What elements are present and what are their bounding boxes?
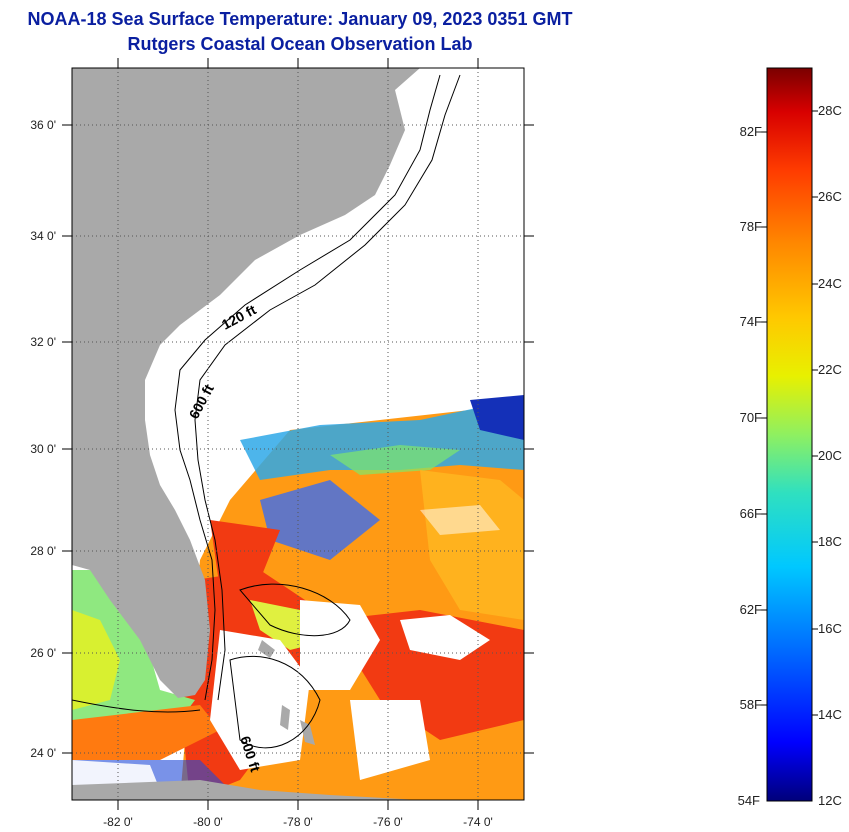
colorbar-gradient (766, 67, 813, 802)
colorbar-c-16: 16C (818, 621, 842, 636)
land-bahamas-2 (280, 705, 290, 730)
land-cuba (72, 780, 420, 800)
colorbar-c-14: 14C (818, 707, 842, 722)
colorbar-f-82: 82F (740, 124, 762, 139)
land-us-coast (72, 68, 420, 698)
map-title: NOAA-18 Sea Surface Temperature: January… (27, 9, 573, 29)
lat-label-24: 24 0' (30, 746, 56, 760)
map-subtitle: Rutgers Coastal Ocean Observation Lab (127, 34, 473, 54)
lon-label-80: -80 0' (193, 815, 223, 829)
lon-label-76: -76 0' (373, 815, 403, 829)
colorbar-c-22: 22C (818, 362, 842, 377)
sst-field (72, 395, 524, 800)
lon-label-82: -82 0' (103, 815, 133, 829)
land-bahamas-1 (258, 640, 275, 658)
colorbar-f-74: 74F (740, 314, 762, 329)
lat-label-26: 26 0' (30, 646, 56, 660)
colorbar-c-24: 24C (818, 276, 842, 291)
graticule (72, 68, 524, 800)
lat-label-28: 28 0' (30, 544, 56, 558)
lat-label-30: 30 0' (30, 442, 56, 456)
colorbar-f-78: 78F (740, 219, 762, 234)
map-ticks (62, 58, 534, 810)
colorbar-c-20: 20C (818, 448, 842, 463)
lon-label-78: -78 0' (283, 815, 313, 829)
colorbar-c-26: 26C (818, 189, 842, 204)
isobath-lines (72, 74, 461, 749)
lat-label-36: 36 0' (30, 118, 56, 132)
colorbar-c-28: 28C (818, 103, 842, 118)
colorbar-f-54: 54F (738, 793, 760, 808)
colorbar-f-66: 66F (740, 506, 762, 521)
lat-label-34: 34 0' (30, 229, 56, 243)
colorbar-c-18: 18C (818, 534, 842, 549)
colorbar-f-62: 62F (740, 602, 762, 617)
colorbar-f-58: 58F (740, 697, 762, 712)
lon-label-74: -74 0' (463, 815, 493, 829)
colorbar-f-70: 70F (740, 410, 762, 425)
map-panel: 36 0' 34 0' 32 0' 30 0' 28 0' 26 0' 24 0… (30, 58, 534, 829)
land-bahamas-3 (300, 720, 315, 745)
colorbar: 82F 78F 74F 70F 66F 62F 58F 54F 28C 26C … (738, 67, 842, 808)
colorbar-c-12: 12C (818, 793, 842, 808)
lat-label-32: 32 0' (30, 335, 56, 349)
